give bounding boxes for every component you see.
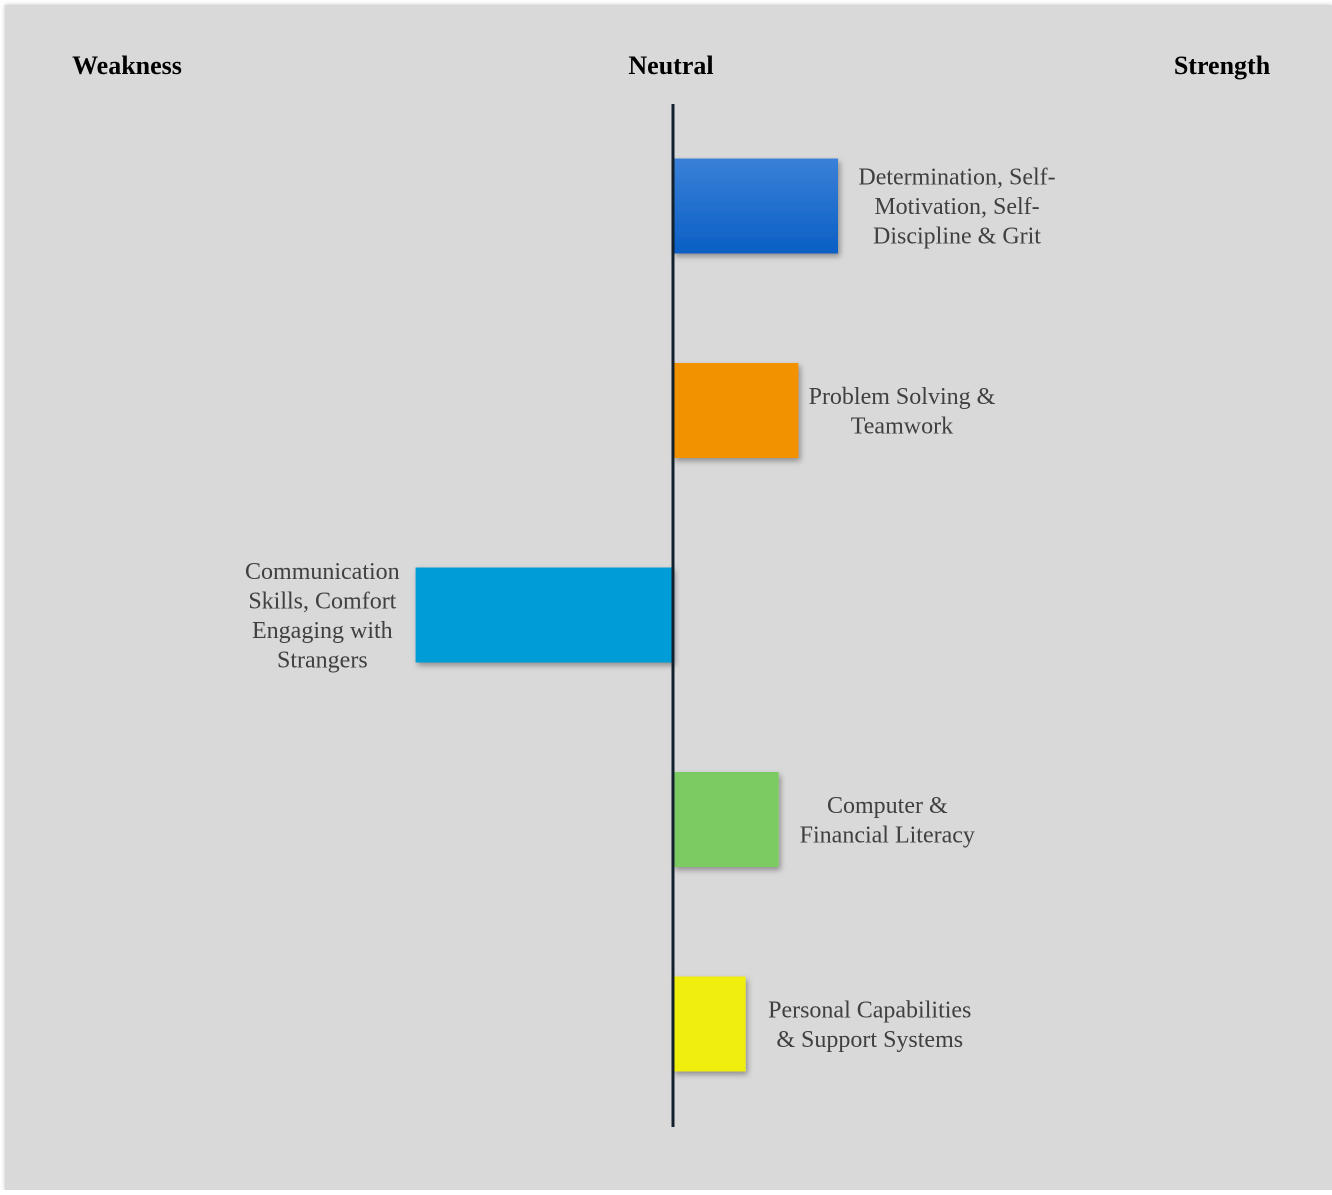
- bar-label-2: Problem Solving & Teamwork: [809, 384, 996, 440]
- bar-5: [673, 976, 746, 1072]
- bars-group: [415, 158, 838, 1072]
- bar-label-line: Motivation, Self-: [874, 194, 1039, 220]
- bar-label-line: Personal Capabilities: [768, 997, 971, 1023]
- bar-label-line: Skills, Comfort: [248, 588, 396, 614]
- weakness-heading: Weakness: [72, 51, 182, 80]
- strength-heading: Strength: [1174, 51, 1271, 80]
- neutral-heading: Neutral: [628, 51, 713, 80]
- bar-label-line: Financial Literacy: [800, 822, 975, 848]
- labels-group: Determination, Self- Motivation, Self- Dis…: [245, 165, 1056, 1053]
- bar-label-line: Strangers: [277, 647, 368, 673]
- bar-2: [673, 363, 799, 458]
- bar-label-line: Discipline & Grit: [873, 224, 1041, 250]
- bar-label-line: Engaging with: [252, 618, 393, 644]
- bar-label-line: Computer &: [827, 793, 948, 819]
- bar-label-line: Problem Solving &: [809, 384, 996, 410]
- bar-label-line: & Support Systems: [776, 1027, 963, 1053]
- bar-label-1: Determination, Self- Motivation, Self- Dis…: [858, 165, 1055, 250]
- bar-label-3: Communication Skills, Comfort Engaging wit…: [245, 559, 400, 674]
- bar-label-5: Personal Capabilities & Support Systems: [768, 997, 971, 1053]
- bar-label-line: Communication: [245, 559, 400, 585]
- bar-4: [673, 772, 779, 867]
- bar-label-line: Teamwork: [851, 413, 953, 439]
- bar-3: [415, 567, 673, 663]
- bar-1: [673, 158, 838, 254]
- bar-label-line: Determination, Self-: [858, 165, 1055, 191]
- bar-label-4: Computer & Financial Literacy: [800, 793, 975, 849]
